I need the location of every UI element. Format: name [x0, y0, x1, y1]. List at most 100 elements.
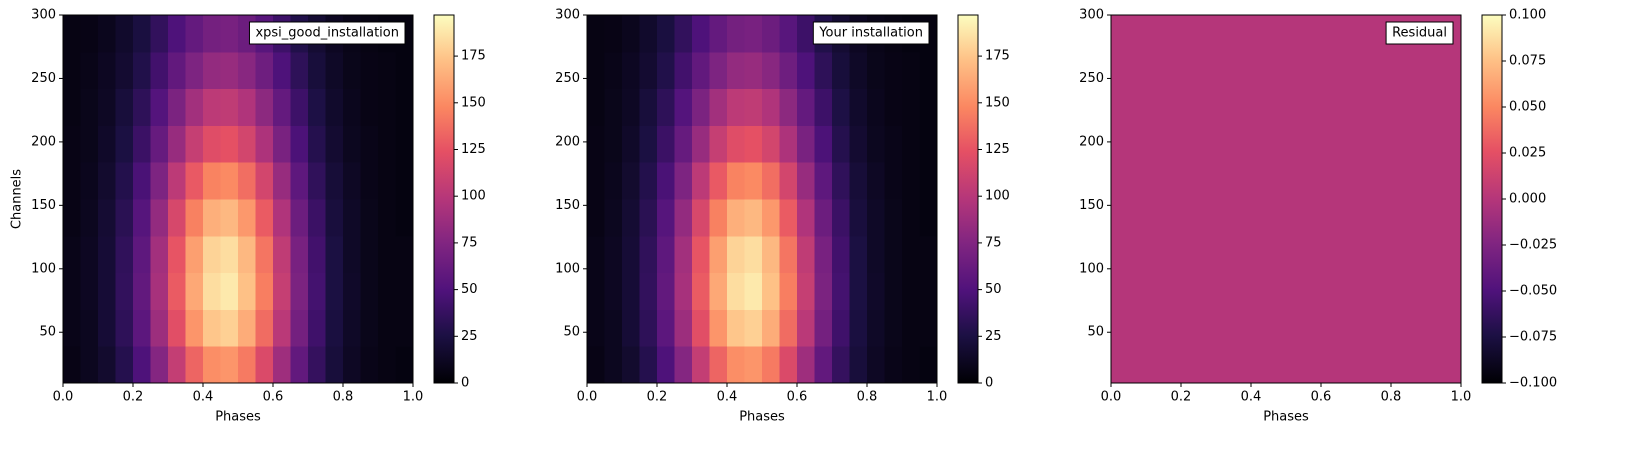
legend: xpsi_good_installation — [248, 21, 406, 45]
heatmap-cell — [867, 51, 885, 90]
heatmap-cell — [168, 199, 186, 237]
heatmap-cell — [290, 162, 309, 200]
heatmap-cell — [255, 88, 274, 126]
heatmap-cell — [692, 199, 710, 237]
heatmap-cell — [273, 51, 291, 90]
legend: Residual — [1385, 21, 1454, 45]
heatmap-cell — [360, 272, 379, 310]
heatmap-cell — [709, 15, 728, 53]
heatmap-cell — [220, 162, 239, 200]
heatmap-cell — [238, 162, 256, 200]
heatmap-cell — [639, 88, 658, 126]
heatmap-cell — [657, 272, 675, 310]
heatmap-cell — [867, 125, 885, 163]
heatmap-cell — [674, 51, 693, 90]
heatmap-cell — [308, 309, 326, 347]
heatmap-cell — [604, 162, 623, 200]
heatmap-cell — [395, 235, 414, 274]
x-axis-label: Phases — [215, 410, 261, 425]
heatmap-cell — [98, 15, 116, 53]
heatmap-cell — [360, 88, 379, 126]
x-tick-label: 0.4 — [717, 390, 738, 405]
heatmap-cell — [98, 125, 116, 163]
heatmap-cell — [343, 125, 361, 163]
heatmap-cell — [115, 235, 134, 274]
heatmap-cell — [604, 15, 623, 53]
heatmap-cell — [709, 272, 728, 310]
heatmap-cell — [727, 88, 745, 126]
heatmap-cell — [674, 346, 693, 384]
heatmap-cell — [797, 15, 815, 53]
heatmap-cell — [587, 272, 605, 310]
heatmap-cell — [255, 235, 274, 274]
heatmap-cell — [98, 199, 116, 237]
heatmap-cell — [220, 272, 239, 310]
colorbar-tick-label: 0 — [985, 376, 993, 391]
heatmap-cell — [744, 346, 763, 384]
heatmap-cell — [657, 309, 675, 347]
heatmap-cell — [203, 199, 221, 237]
heatmap-cell — [657, 199, 675, 237]
y-tick-label: 200 — [31, 134, 56, 149]
heatmap-cell — [692, 88, 710, 126]
heatmap-cell — [849, 199, 868, 237]
heatmap-cell — [325, 51, 344, 90]
heatmap-cell — [308, 235, 326, 274]
heatmap-cell — [308, 88, 326, 126]
heatmap-cell — [832, 235, 850, 274]
heatmap-cell — [238, 272, 256, 310]
heatmap-cell — [203, 51, 221, 90]
heatmap-cell — [867, 272, 885, 310]
x-tick-label: 1.0 — [927, 390, 948, 405]
heatmap-cell — [692, 235, 710, 274]
colorbar-tick-label: −0.050 — [1509, 284, 1557, 299]
heatmap-cell — [744, 272, 763, 310]
heatmap-cell — [343, 272, 361, 310]
heatmap-cell — [80, 235, 99, 274]
heatmap-cell — [255, 51, 274, 90]
heatmap-cell — [762, 199, 780, 237]
heatmap-cell — [919, 199, 938, 237]
heatmap-cell — [168, 88, 186, 126]
heatmap-cell — [133, 88, 151, 126]
heatmap-cell — [168, 125, 186, 163]
colorbar-tick-label: 175 — [461, 49, 486, 64]
heatmap-cell — [919, 162, 938, 200]
heatmap-cell — [814, 272, 833, 310]
heatmap-cell — [657, 162, 675, 200]
heatmap-cell — [814, 162, 833, 200]
heatmap-cell — [674, 309, 693, 347]
heatmap-cell — [587, 125, 605, 163]
heatmap-cell — [325, 125, 344, 163]
x-tick-label: 0.4 — [193, 390, 214, 405]
heatmap-cell — [849, 125, 868, 163]
heatmap-cell — [657, 15, 675, 53]
heatmap-cell — [832, 272, 850, 310]
heatmap-cell — [220, 199, 239, 237]
heatmap-cell — [814, 346, 833, 384]
y-tick-label: 200 — [1079, 134, 1104, 149]
heatmap-cell — [185, 346, 204, 384]
heatmap-cell — [814, 235, 833, 274]
heatmap-cell — [238, 309, 256, 347]
heatmap-cell — [692, 125, 710, 163]
heatmap-cell — [622, 346, 640, 384]
heatmap-cell — [709, 309, 728, 347]
heatmap-cell — [709, 235, 728, 274]
x-tick-label: 0.0 — [53, 390, 74, 405]
heatmap-cell — [255, 309, 274, 347]
heatmap-cell — [378, 346, 396, 384]
legend-label: Residual — [1392, 26, 1447, 41]
y-tick-label: 250 — [555, 71, 580, 86]
heatmap-cell — [902, 309, 920, 347]
heatmap-cell — [744, 235, 763, 274]
x-tick-label: 0.2 — [123, 390, 144, 405]
heatmap-cell — [884, 346, 903, 384]
y-tick-label: 250 — [1079, 71, 1104, 86]
heatmap-cell — [639, 235, 658, 274]
heatmap-cell — [587, 15, 605, 53]
y-tick-label: 300 — [555, 8, 580, 23]
heatmap-cell — [395, 88, 414, 126]
heatmap-cell — [814, 309, 833, 347]
heatmap-cell — [115, 309, 134, 347]
